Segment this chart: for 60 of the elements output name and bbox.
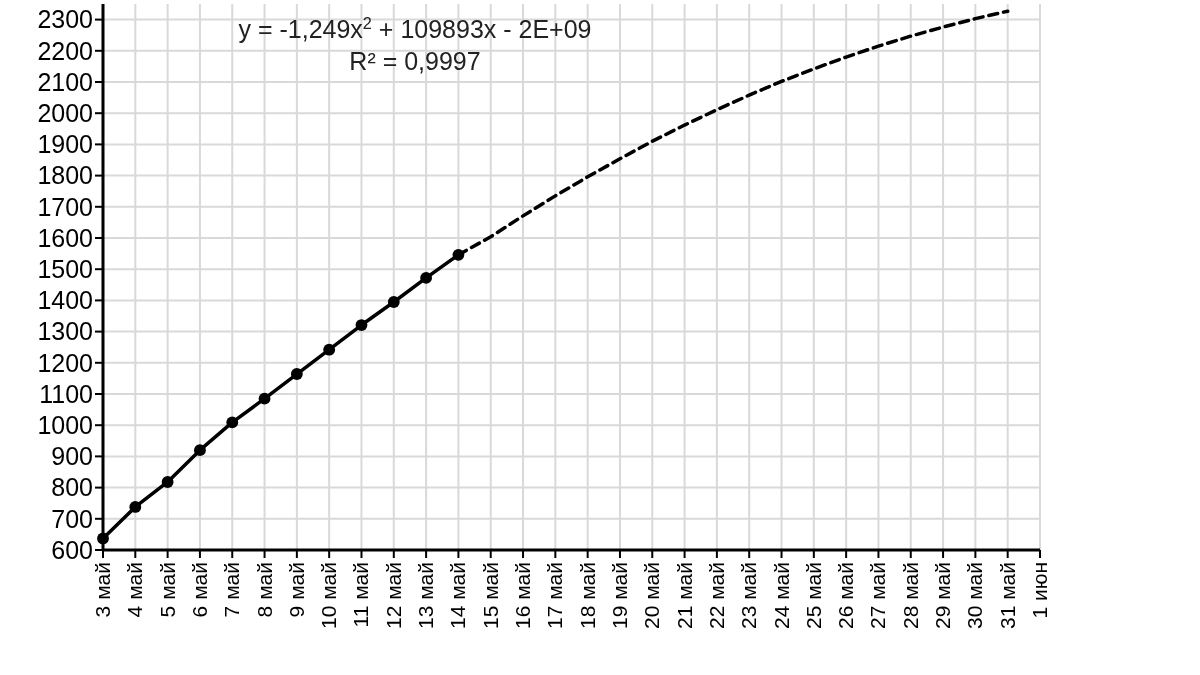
- x-tick-label: 21 май: [672, 562, 696, 630]
- x-tick-label: 15 май: [478, 562, 502, 630]
- y-tick-label: 2300: [37, 5, 93, 34]
- annotation: y = -1,249x$^{2}$ + 109893x - 2E+09: [238, 14, 592, 43]
- point: [290, 368, 303, 380]
- x-tick-label: 16 май: [511, 562, 535, 630]
- x-tick-label: 29 май: [931, 562, 955, 630]
- point: [129, 501, 142, 513]
- x-tick-label: 9 май: [284, 562, 308, 618]
- y-tick-label: 1500: [37, 254, 93, 283]
- x-tick-label: 30 май: [963, 562, 987, 630]
- y-tick-label: 1600: [37, 223, 93, 252]
- y-tick-label: 1200: [37, 348, 93, 377]
- x-tick-label: 19 май: [607, 562, 631, 630]
- point: [387, 296, 400, 308]
- point: [323, 343, 336, 356]
- x-tick-label: 24 май: [769, 562, 793, 630]
- point: [420, 272, 433, 284]
- y-tick-label: 1800: [37, 161, 93, 190]
- y-tick-label: 900: [51, 442, 93, 471]
- y-tick-label: 1300: [37, 317, 93, 346]
- x-tick-label: 10 май: [317, 562, 341, 630]
- y-tick-label: 700: [51, 504, 93, 533]
- x-tick-label: 4 май: [123, 562, 147, 618]
- x-tick-label: 11 май: [349, 562, 373, 628]
- point: [194, 444, 206, 457]
- point: [355, 319, 368, 331]
- y-tick-label: 1100: [39, 379, 93, 408]
- x-tick-label: 31 май: [995, 562, 1019, 630]
- y-tick-label: 2200: [37, 36, 93, 65]
- y-tick-label: 1000: [37, 410, 93, 439]
- x-tick-label: 13 май: [414, 562, 438, 630]
- x-tick-label: 26 май: [834, 562, 858, 630]
- x-tick-label: 7 май: [220, 562, 244, 618]
- x-tick-label: 12 май: [381, 562, 405, 630]
- x-tick-label: 6 май: [187, 562, 211, 618]
- y-tick-label: 600: [51, 535, 93, 564]
- x-tick-label: 28 май: [898, 562, 922, 630]
- x-tick-label: 25 май: [801, 562, 825, 630]
- annotation: R² = 0,9997: [349, 47, 481, 75]
- point: [258, 392, 271, 405]
- x-tick-label: 14 май: [446, 562, 470, 630]
- x-tick-label: 1 июн: [1028, 562, 1051, 619]
- y-tick-label: 2100: [37, 67, 93, 96]
- point: [161, 476, 174, 488]
- x-tick-label: 23 май: [737, 562, 761, 630]
- y-tick-label: 1400: [37, 286, 93, 315]
- x-tick-label: 22 май: [704, 562, 728, 630]
- x-tick-label: 17 май: [543, 562, 567, 630]
- y-tick-label: 2000: [37, 98, 93, 127]
- y-tick-label: 1900: [37, 130, 93, 159]
- y-tick-label: 1700: [37, 192, 93, 221]
- x-tick-label: 3 май: [91, 562, 114, 618]
- x-tick-label: 5 май: [155, 562, 179, 618]
- x-tick-label: 8 май: [252, 562, 276, 618]
- x-tick-label: 18 май: [575, 562, 599, 630]
- x-tick-label: 20 май: [640, 562, 664, 630]
- y-tick-label: 800: [51, 473, 93, 502]
- x-tick-label: 27 май: [866, 562, 890, 630]
- point: [226, 416, 239, 429]
